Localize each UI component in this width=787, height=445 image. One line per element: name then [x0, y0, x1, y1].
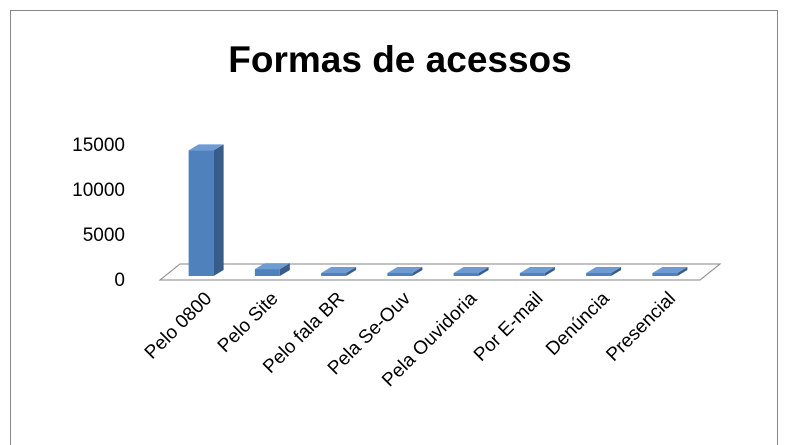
bar-side — [611, 267, 622, 276]
bar — [453, 273, 479, 276]
bar-side — [213, 144, 224, 276]
bar — [519, 273, 545, 276]
bar-top — [188, 144, 224, 151]
bar — [188, 150, 214, 276]
bar-side — [346, 267, 357, 276]
bar — [586, 273, 612, 276]
bar-side — [677, 267, 688, 276]
bar — [254, 269, 280, 276]
bar — [321, 273, 347, 276]
bar-side — [478, 267, 489, 276]
bar-top — [387, 267, 423, 273]
bar — [652, 273, 678, 276]
bar-top — [321, 267, 357, 273]
bar — [387, 273, 413, 276]
bar-side — [412, 267, 423, 276]
bar-top — [453, 267, 489, 273]
chart-frame — [10, 10, 778, 445]
chart-title: Formas de acessos — [228, 39, 571, 80]
bar-top — [586, 267, 622, 273]
floor — [158, 263, 722, 281]
y-tick-label: 10000 — [72, 180, 125, 201]
bar-top — [519, 267, 555, 273]
bar-top — [652, 267, 688, 273]
bar-side — [544, 267, 555, 276]
y-tick-label: 15000 — [72, 135, 125, 156]
bar-side — [279, 263, 290, 276]
y-tick-label: 0 — [114, 270, 125, 291]
bar-top — [254, 263, 290, 270]
y-tick-label: 5000 — [83, 225, 125, 246]
